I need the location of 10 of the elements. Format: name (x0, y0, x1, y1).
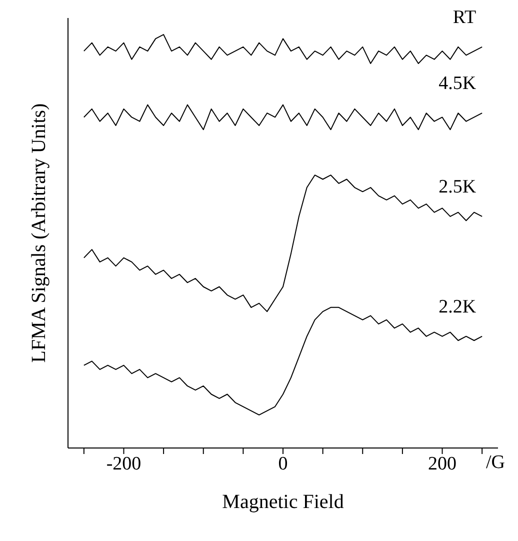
x-tick-label: 0 (278, 453, 288, 474)
x-axis-title: Magnetic Field (222, 491, 344, 513)
y-axis-title: LFMA Signals (Arbitrary Units) (28, 103, 50, 363)
series-label: 4.5K (438, 73, 476, 94)
text: /G (486, 452, 505, 474)
series-label: 2.2K (438, 296, 476, 318)
series-label: 2.5K (438, 176, 476, 198)
x-tick-label: 200 (428, 453, 457, 474)
series-label: RT (452, 6, 476, 28)
x-tick-label: -200 (106, 453, 142, 474)
